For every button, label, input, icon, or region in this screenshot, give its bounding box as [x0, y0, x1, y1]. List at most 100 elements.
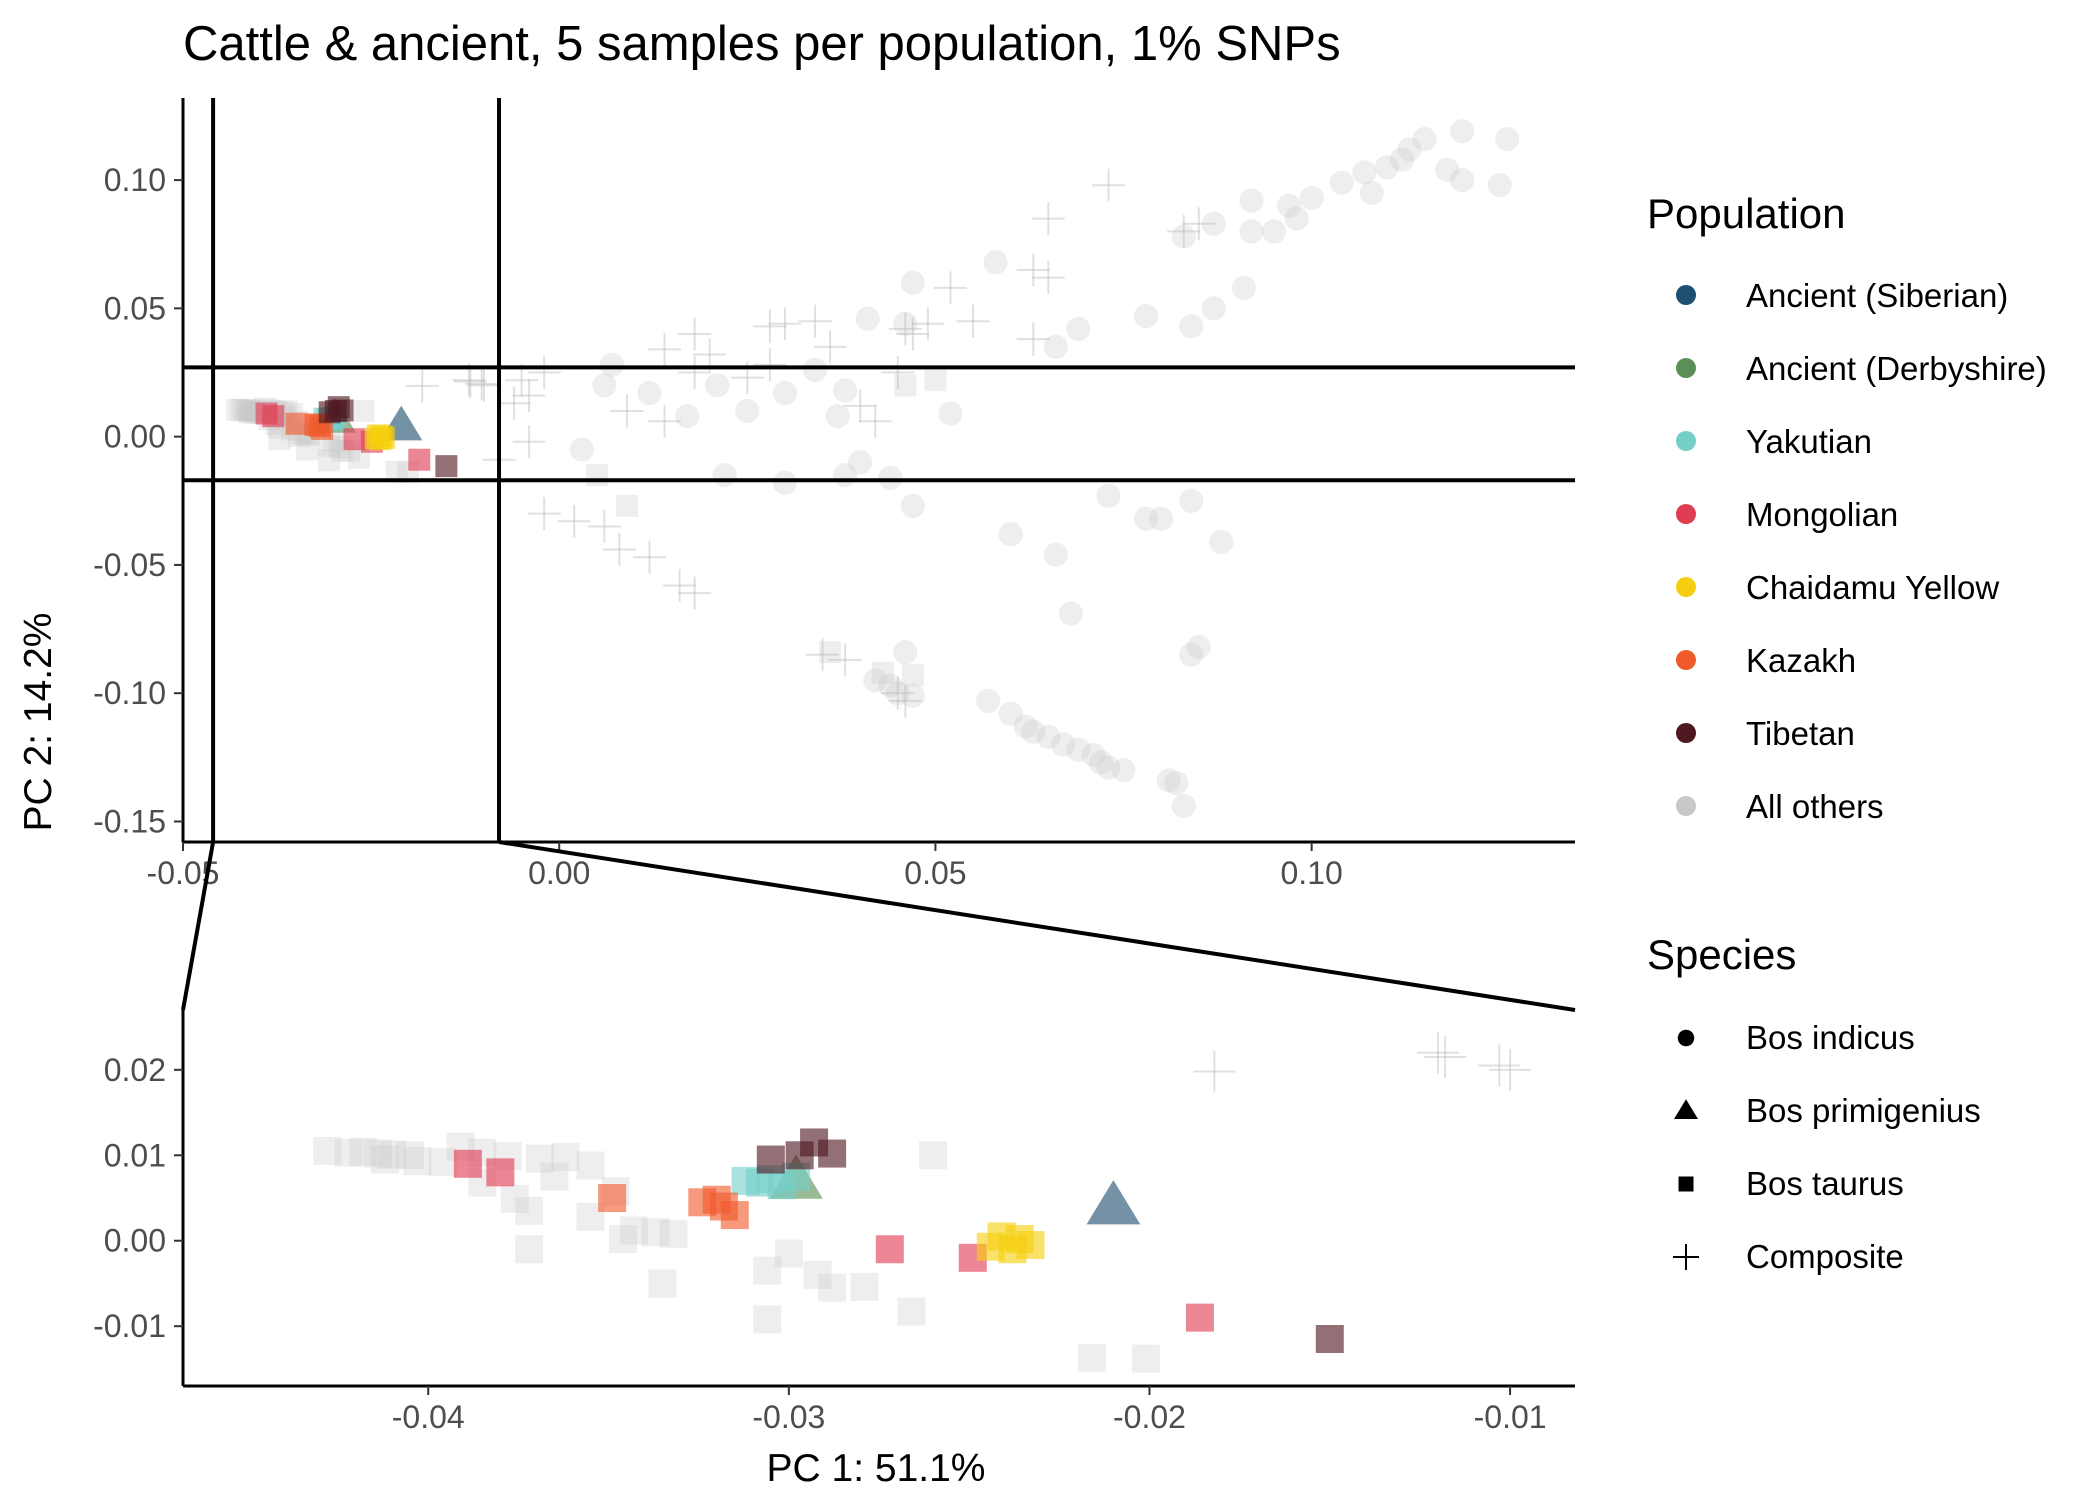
legend-key-all-others — [1676, 796, 1696, 816]
others-bos-indicus-point — [1021, 719, 1046, 744]
others-composite-point — [768, 307, 802, 341]
others-bos-taurus-point — [1131, 1344, 1160, 1373]
others-composite-point — [497, 386, 531, 420]
others-bos-taurus-point — [317, 434, 340, 457]
others-composite-point — [881, 676, 915, 710]
mongolian-point — [408, 448, 431, 471]
others-bos-indicus-point — [1171, 224, 1196, 249]
others-bos-taurus-point — [378, 1140, 407, 1169]
legend-label-bos-indicus: Bos indicus — [1746, 1019, 1915, 1056]
others-bos-indicus-point — [893, 311, 918, 336]
others-bos-taurus-point — [500, 1184, 529, 1213]
others-composite-point — [1167, 214, 1201, 248]
others-bos-indicus-point — [998, 522, 1023, 547]
others-bos-indicus-point — [1495, 126, 1520, 152]
others-composite-point — [1016, 322, 1050, 356]
legend-label-chaidamu-yellow: Chaidamu Yellow — [1746, 569, 1999, 606]
others-bos-indicus-point — [1081, 742, 1106, 767]
others-composite-point — [1424, 1036, 1467, 1078]
legend-label-yakutian: Yakutian — [1746, 423, 1872, 460]
others-bos-taurus-point — [385, 460, 408, 483]
others-bos-indicus-point — [1412, 126, 1437, 152]
others-bos-indicus-point — [772, 380, 798, 406]
others-composite-point — [512, 379, 546, 413]
others-bos-indicus-point — [1013, 714, 1038, 739]
others-bos-indicus-point — [1299, 185, 1324, 211]
others-bos-taurus-point — [819, 641, 842, 664]
others-bos-indicus-point — [855, 306, 880, 331]
others-bos-indicus-point — [1058, 601, 1083, 626]
others-bos-indicus-point — [938, 401, 963, 426]
chaidamu-yellow-point — [1005, 1225, 1034, 1254]
legend-label-all-others: All others — [1746, 788, 1884, 825]
mongolian-point — [875, 1235, 904, 1264]
others-composite-point — [753, 309, 787, 343]
others-bos-taurus-point — [901, 664, 924, 687]
others-composite-point — [648, 404, 682, 438]
main-y-tick-label: -0.10 — [93, 675, 166, 711]
others-composite-point — [1489, 1048, 1532, 1091]
zoom-plot-panel: -0.04 -0.03 -0.02 -0.01 0.02 0.01 0.00 -0.01 — [93, 1010, 1575, 1435]
others-composite-point — [465, 367, 499, 401]
kazakh-point — [720, 1201, 749, 1230]
others-bos-indicus-point — [592, 373, 617, 398]
main-y-tick-label: -0.15 — [93, 803, 166, 839]
others-bos-taurus-point — [352, 399, 375, 422]
others-bos-indicus-point — [1066, 737, 1091, 762]
main-x-tick-label: 0.00 — [528, 855, 590, 891]
zoom-x-tick-label: -0.01 — [1474, 1399, 1547, 1435]
others-bos-indicus-point — [1276, 193, 1302, 218]
others-bos-indicus-point — [1066, 316, 1091, 341]
others-composite-point — [557, 504, 591, 538]
others-bos-taurus-point — [615, 494, 638, 517]
others-bos-indicus-point — [1359, 180, 1384, 206]
others-bos-indicus-point — [900, 493, 925, 519]
y-axis-title: PC 2: 14.2% — [17, 613, 60, 832]
others-bos-indicus-point — [983, 250, 1008, 275]
others-bos-taurus-point — [753, 1256, 782, 1285]
others-bos-indicus-point — [1096, 483, 1121, 508]
others-bos-indicus-point — [1284, 206, 1309, 231]
kazakh-point — [285, 412, 308, 435]
others-composite-point — [453, 364, 487, 398]
others-composite-point — [1193, 1050, 1236, 1093]
zoom-x-tick-label: -0.04 — [392, 1399, 465, 1435]
others-bos-taurus-point — [515, 1235, 544, 1264]
others-bos-indicus-point — [1043, 542, 1068, 567]
others-bos-indicus-point — [1149, 506, 1174, 531]
legend-label-composite: Composite — [1746, 1238, 1904, 1275]
legend-key-mongolian — [1676, 504, 1696, 524]
others-bos-indicus-point — [1179, 314, 1204, 339]
others-bos-taurus-point — [894, 374, 917, 397]
others-composite-point — [1091, 168, 1125, 202]
species-legend: Species Bos indicus Bos primigenius Bos ta… — [1647, 931, 1981, 1275]
others-composite-point — [888, 312, 922, 346]
others-bos-taurus-point — [540, 1162, 569, 1191]
main-y-tick-label: 0.10 — [104, 162, 166, 198]
legend-label-mongolian: Mongolian — [1746, 496, 1898, 533]
others-bos-taurus-point — [428, 1148, 457, 1177]
others-bos-indicus-point — [1088, 750, 1114, 775]
others-bos-taurus-point — [236, 399, 259, 422]
others-bos-taurus-point — [850, 1272, 879, 1301]
others-bos-taurus-point — [753, 1305, 782, 1334]
legend-label-tibetan: Tibetan — [1746, 715, 1855, 752]
zoom-x-tick-label: -0.02 — [1113, 1399, 1186, 1435]
others-bos-indicus-point — [893, 640, 918, 665]
others-bos-taurus-point — [608, 1225, 637, 1254]
others-composite-point — [467, 368, 501, 402]
others-bos-indicus-point — [900, 270, 925, 295]
others-bos-indicus-point — [1171, 793, 1196, 819]
population-legend: Population Ancient (Siberian) Ancient (De… — [1647, 190, 2047, 825]
others-composite-point — [648, 332, 682, 366]
others-bos-taurus-point — [313, 1137, 342, 1165]
others-bos-taurus-point — [576, 1151, 605, 1180]
others-composite-point — [956, 304, 990, 338]
main-y-tick-label: -0.05 — [93, 547, 166, 583]
others-bos-indicus-point — [863, 668, 888, 693]
others-composite-point — [881, 356, 915, 390]
legend-label-bos-primigenius: Bos primigenius — [1746, 1092, 1981, 1129]
others-bos-taurus-point — [919, 1141, 948, 1170]
legend-shape-composite — [1673, 1244, 1699, 1270]
others-bos-taurus-point — [871, 661, 894, 684]
